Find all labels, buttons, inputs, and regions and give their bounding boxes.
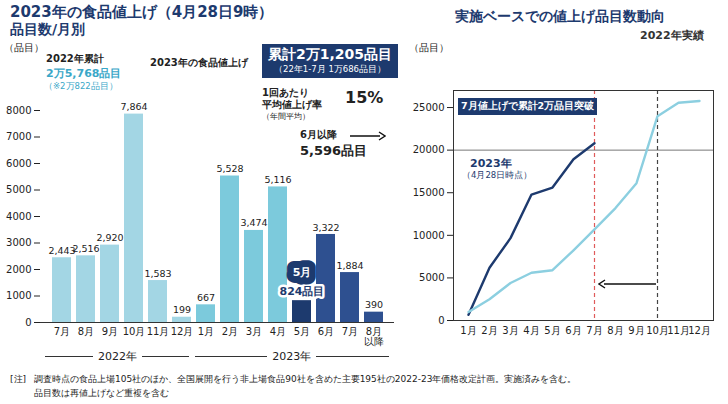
svg-text:8月以降: 8月以降: [364, 326, 384, 347]
svg-text:5,528: 5,528: [216, 163, 243, 174]
svg-text:10月: 10月: [123, 326, 146, 337]
html-text:平均値上げ率: 平均値上げ率: [262, 99, 322, 110]
svg-text:0: 0: [438, 315, 444, 326]
html-text:7月値上げで累計2万品目突破: 7月値上げで累計2万品目突破: [461, 100, 595, 111]
svg-text:7月: 7月: [54, 326, 70, 337]
svg-text:390: 390: [365, 299, 383, 310]
svg-text:12月: 12月: [171, 326, 194, 337]
svg-text:824品目: 824品目: [280, 285, 325, 298]
svg-text:2,443: 2,443: [48, 244, 76, 256]
svg-text:10月: 10月: [646, 325, 669, 336]
svg-text:11月: 11月: [147, 326, 170, 337]
svg-text:1,583: 1,583: [144, 268, 171, 279]
svg-text:1000: 1000: [6, 290, 31, 301]
svg-text:4月: 4月: [270, 326, 286, 337]
html-text:2022年累計: 2022年累計: [46, 53, 104, 64]
html-text:2023年: 2023年: [470, 157, 512, 170]
svg-text:4000: 4000: [6, 211, 31, 222]
html-text:（22年1-7月 1万686品目）: （22年1-7月 1万686品目）: [274, 64, 386, 74]
svg-text:5月: 5月: [544, 325, 560, 336]
html-text:累計2万1,205品目: 累計2万1,205品目: [268, 46, 392, 62]
svg-text:3月: 3月: [502, 325, 518, 336]
html-text:6月以降: 6月以降: [300, 129, 337, 140]
svg-text:25000: 25000: [413, 102, 445, 113]
svg-text:3,474: 3,474: [240, 217, 267, 228]
svg-text:3000: 3000: [6, 237, 31, 248]
svg-text:3,322: 3,322: [312, 222, 339, 233]
html-text:2022年: 2022年: [97, 350, 137, 363]
svg-text:2,516: 2,516: [72, 243, 99, 254]
html-text:2023年の食品値上げ: 2023年の食品値上げ: [150, 57, 248, 68]
svg-text:1,884: 1,884: [336, 260, 363, 271]
svg-text:7,864: 7,864: [120, 101, 147, 112]
html-text:15%: 15%: [345, 88, 384, 107]
html-text:2023年の食品値上げ（4月28日9時）: 2023年の食品値上げ（4月28日9時）: [10, 3, 274, 21]
svg-text:9月: 9月: [102, 326, 118, 337]
svg-text:2月: 2月: [222, 326, 238, 337]
svg-text:9月: 9月: [628, 325, 644, 336]
svg-text:667: 667: [197, 292, 215, 303]
html-text:品目数は再値上げなど重複を含む: 品目数は再値上げなど重複を含む: [34, 388, 169, 398]
svg-text:7月: 7月: [586, 325, 602, 336]
html-text:実施ベースでの値上げ品目数動向: 実施ベースでの値上げ品目数動向: [455, 8, 665, 24]
svg-text:8月: 8月: [607, 325, 623, 336]
svg-text:5,116: 5,116: [264, 174, 291, 185]
svg-text:10000: 10000: [413, 230, 445, 241]
svg-text:5月: 5月: [294, 326, 310, 337]
html-text:（※2万822品目）: （※2万822品目）: [44, 81, 118, 91]
svg-text:1月: 1月: [460, 325, 476, 336]
svg-text:6000: 6000: [6, 158, 31, 169]
svg-text:2000: 2000: [6, 264, 31, 275]
html-text:（年間平均）: （年間平均）: [262, 112, 310, 121]
html-text:5,596品目: 5,596品目: [300, 143, 368, 158]
svg-text:5月: 5月: [293, 266, 312, 279]
html-text:1回あたり: 1回あたり: [262, 87, 309, 98]
svg-text:199: 199: [173, 304, 191, 315]
html-text:[注]: [注]: [10, 374, 26, 384]
html-text:品目数/月別: 品目数/月別: [10, 21, 86, 37]
svg-text:12月: 12月: [688, 325, 711, 336]
svg-text:20000: 20000: [413, 144, 445, 155]
svg-text:5000: 5000: [6, 184, 31, 195]
svg-text:7000: 7000: [6, 131, 31, 142]
svg-text:6月: 6月: [318, 326, 334, 337]
html-text:2022年実績: 2022年実績: [640, 29, 704, 42]
svg-text:11月: 11月: [667, 325, 690, 336]
svg-text:7月: 7月: [342, 326, 358, 337]
html-text:2万5,768品目: 2万5,768品目: [46, 67, 122, 80]
svg-text:（品目）: （品目）: [409, 42, 449, 53]
html-text:（4月28日時点）: （4月28日時点）: [462, 170, 533, 180]
svg-text:2月: 2月: [481, 325, 497, 336]
html-text:2023年: 2023年: [272, 350, 312, 363]
svg-text:（品目）: （品目）: [4, 42, 44, 53]
svg-text:1月: 1月: [198, 326, 214, 337]
svg-text:5000: 5000: [419, 272, 444, 283]
html-text:調査時点の食品上場105社のほか、全国展開を行う非上場食品9: 調査時点の食品上場105社のほか、全国展開を行う非上場食品90社を含めた主要19…: [34, 374, 577, 384]
svg-text:8000: 8000: [6, 105, 31, 116]
svg-text:4月: 4月: [523, 325, 539, 336]
svg-text:2,920: 2,920: [96, 232, 123, 243]
svg-text:15000: 15000: [413, 187, 445, 198]
svg-text:8月: 8月: [78, 326, 94, 337]
svg-text:3月: 3月: [246, 326, 262, 337]
svg-text:6月: 6月: [565, 325, 581, 336]
svg-text:0: 0: [25, 317, 31, 328]
